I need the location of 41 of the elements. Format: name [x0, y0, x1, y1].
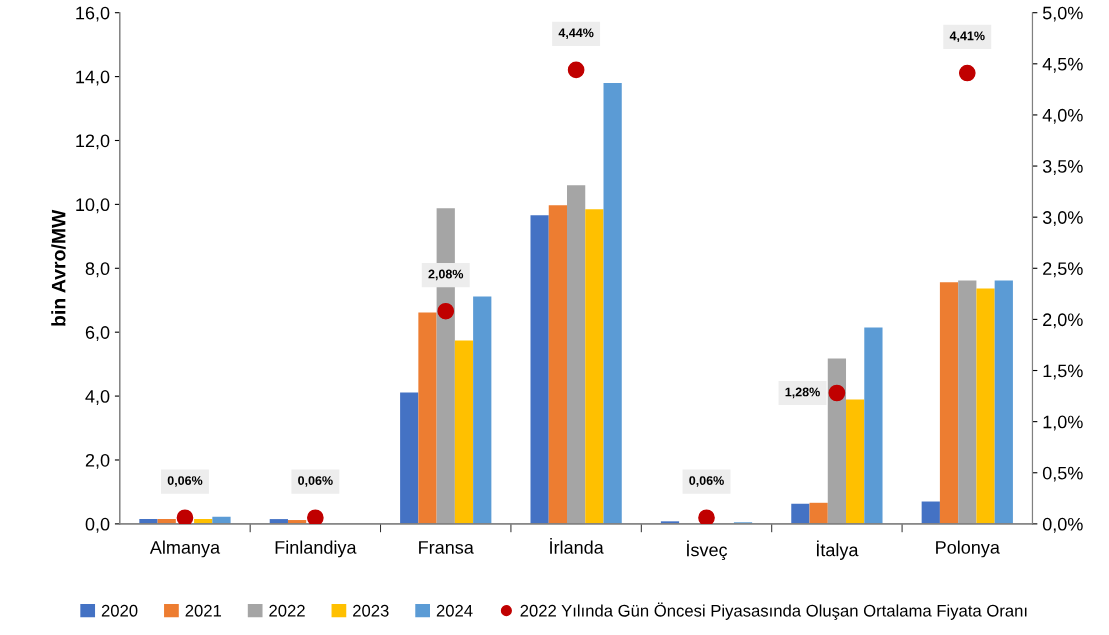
x-tick-label: Almanya [149, 540, 221, 558]
legend-label: 2021 [185, 604, 222, 617]
x-tick-label: İtalya [816, 540, 859, 560]
data-label: 4,41% [949, 31, 985, 43]
y2-tick-label: 4,5% [1042, 57, 1083, 73]
y-tick-label: 16,0 [76, 6, 110, 22]
y-tick-label: 2,0 [85, 453, 110, 469]
legend-label: 2023 [353, 604, 389, 617]
data-label: 4,44% [558, 28, 594, 40]
y-tick-label: 8,0 [85, 262, 110, 278]
y2-tick-label: 0,0% [1042, 517, 1083, 533]
data-label: 1,28% [785, 387, 820, 399]
y2-tick-label: 4,0% [1042, 108, 1083, 124]
data-label: 0,06% [298, 476, 333, 487]
y2-tick-label: 2,0% [1043, 313, 1083, 329]
x-tick-label: İsveç [687, 540, 728, 560]
y-tick-label: 0,0 [85, 517, 110, 533]
legend-label: 2022 [269, 604, 305, 617]
data-label: 0,06% [689, 476, 724, 487]
legend-label: 2022 Yılında Gün Öncesi Piyasasında Oluşan Ortalama Fiyata Oranı [520, 602, 1027, 620]
x-tick-label: İrlanda [550, 538, 604, 554]
y-tick-label: 12,0 [76, 134, 110, 150]
y2-tick-label: 1,5% [1043, 364, 1083, 380]
y2-tick-label: 0,5% [1042, 466, 1083, 482]
y-axis-title: bin Avro/MW [51, 209, 66, 326]
x-tick-label: Polonya [936, 540, 1000, 558]
y2-tick-label: 1,0% [1043, 415, 1083, 431]
y-tick-label: 6,0 [85, 326, 110, 342]
legend-label: 2020 [101, 604, 138, 617]
x-tick-label: Finlandiya [275, 540, 357, 558]
legend-label: 2024 [436, 604, 473, 617]
data-label: 0,06% [167, 476, 203, 487]
y-tick-label: 10,0 [76, 198, 110, 214]
y-tick-label: 4,0 [85, 390, 110, 405]
y2-tick-label: 5,0% [1042, 6, 1083, 22]
data-label: 2,08% [428, 269, 464, 281]
y-tick-label: 14,0 [76, 70, 110, 86]
y2-tick-label: 2,5% [1043, 262, 1083, 278]
x-tick-label: Fransa [419, 541, 474, 554]
y2-tick-label: 3,5% [1042, 159, 1083, 175]
y2-tick-label: 3,0% [1042, 211, 1083, 227]
